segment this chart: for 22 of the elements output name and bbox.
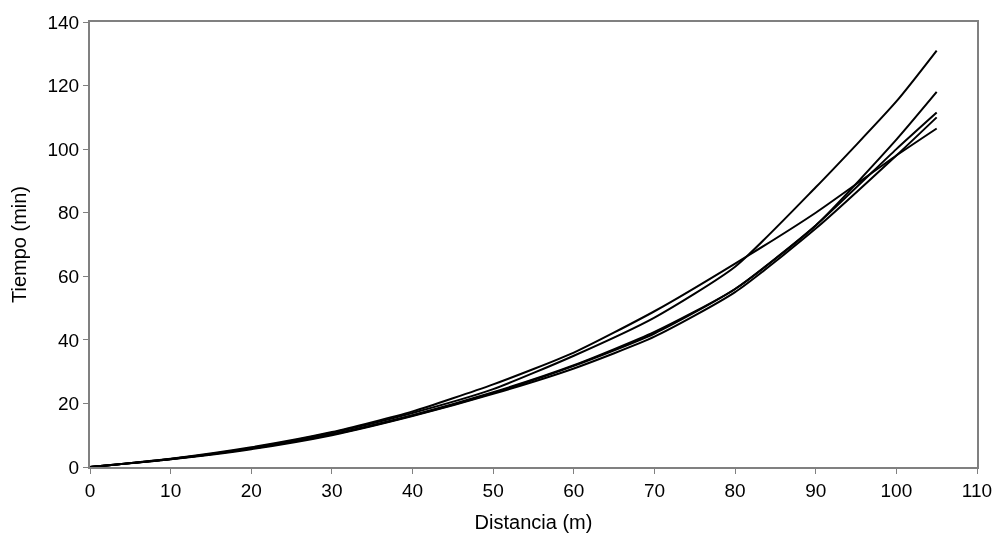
x-tick-label: 40 <box>401 479 424 501</box>
x-tick-label: 70 <box>643 479 666 501</box>
y-tick-label: 120 <box>47 75 80 97</box>
x-axis-title: Distancia (m) <box>474 510 593 533</box>
x-tick-label: 10 <box>160 479 182 501</box>
y-axis-title: Tiempo (min) <box>8 185 31 304</box>
y-tick-label: 40 <box>58 329 80 351</box>
x-tick-label: 20 <box>240 479 262 501</box>
x-tick-label: 90 <box>805 479 827 501</box>
x-tick-label: 60 <box>563 479 585 501</box>
x-tick-label: 0 <box>84 479 96 501</box>
x-tick-label: 50 <box>482 479 504 501</box>
y-tick-label: 0 <box>68 456 80 478</box>
x-tick-label: 30 <box>321 479 343 501</box>
y-tick-label: 20 <box>58 393 80 415</box>
y-tick-label: 100 <box>47 138 80 160</box>
x-tick-label: 110 <box>961 479 993 501</box>
y-tick-label: 80 <box>58 202 80 224</box>
x-tick-label: 80 <box>724 479 746 501</box>
y-tick-label: 140 <box>47 11 80 33</box>
y-tick-label: 60 <box>58 265 80 287</box>
x-tick-label: 100 <box>880 479 913 501</box>
